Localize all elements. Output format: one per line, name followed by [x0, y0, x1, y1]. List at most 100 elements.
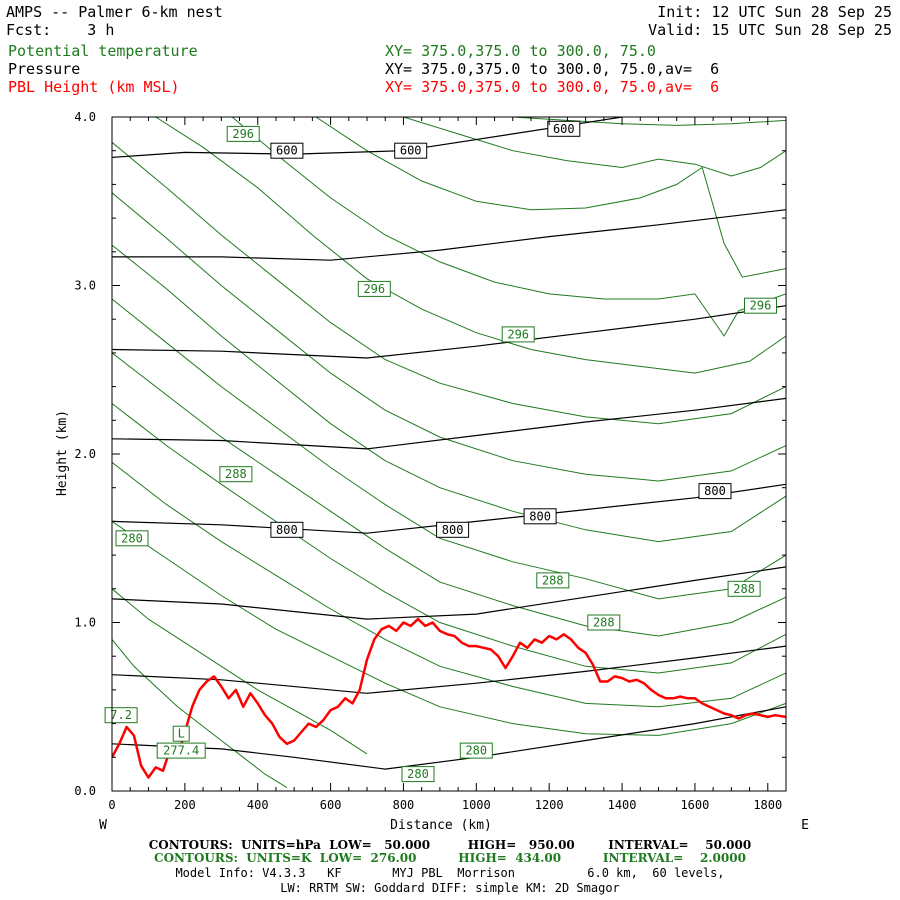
- pressure-label-6-text: 800: [704, 484, 726, 498]
- theta-contour-14: [512, 117, 786, 126]
- theta-label-6-box: [587, 614, 621, 631]
- x-tick-label-9: 1800: [753, 798, 782, 812]
- y-tick-label-1: 1.0: [74, 616, 96, 630]
- theta-label-5-text: 288: [542, 573, 564, 587]
- x-tick-label-1: 200: [174, 798, 196, 812]
- pressure-contour-6: [112, 645, 786, 694]
- theta-label-13: 277.4: [156, 742, 206, 759]
- theta-label-4: 288: [219, 466, 253, 483]
- theta-label-12-box: [172, 725, 190, 742]
- pressure-label-6: 800: [698, 483, 732, 500]
- header-valid: Valid: 15 UTC Sun 28 Sep 25: [648, 21, 892, 39]
- theta-contour-9: [112, 141, 786, 425]
- theta-contour-6: [112, 298, 786, 600]
- pressure-label-2-box: [547, 120, 581, 137]
- x-tick-label-0: 0: [108, 798, 115, 812]
- theta-label-7-box: [727, 580, 761, 597]
- theta-label-9-text: 280: [465, 744, 487, 758]
- pressure-label-0-box: [270, 142, 304, 159]
- x-tick-label-5: 1000: [462, 798, 491, 812]
- footer-theta-contours: CONTOURS: UNITS=K LOW= 276.00 HIGH= 434.…: [154, 851, 746, 865]
- x-tick-label-2: 400: [247, 798, 269, 812]
- header-init: Init: 12 UTC Sun 28 Sep 25: [657, 3, 892, 21]
- theta-label-10: 280: [401, 766, 435, 783]
- theta-label-10-text: 280: [407, 767, 429, 781]
- xy-theta: XY= 375.0,375.0 to 300.0, 75.0: [385, 42, 656, 60]
- pressure-label-3: 800: [270, 521, 304, 538]
- pressure-label-4-text: 800: [442, 523, 464, 537]
- contour-labels: 600 600 600 800 800 800 800 296 296 296 296 288 288 2…: [104, 120, 777, 783]
- x-tick-label-6: 1200: [535, 798, 564, 812]
- pressure-label-1-box: [394, 142, 428, 159]
- field-label-theta: Potential temperature: [8, 42, 198, 60]
- theta-label-1-text: 296: [363, 282, 385, 296]
- y-tick-label-2: 2.0: [74, 447, 96, 461]
- pressure-label-0-text: 600: [276, 144, 298, 158]
- theta-contour-3: [112, 462, 786, 708]
- theta-label-9: 280: [459, 742, 493, 759]
- theta-label-9-box: [459, 742, 493, 759]
- theta-contour-4: [112, 403, 786, 674]
- theta-label-8-text: 280: [121, 531, 143, 545]
- x-tick-label-4: 800: [393, 798, 415, 812]
- y-tick-label-3: 3.0: [74, 279, 96, 293]
- theta-contour-11: [231, 117, 786, 337]
- theta-label-2-text: 296: [507, 327, 529, 341]
- theta-label-6: 288: [587, 614, 621, 631]
- pressure-contour-5: [112, 566, 786, 620]
- pressure-label-5: 800: [523, 508, 557, 525]
- pressure-label-5-text: 800: [529, 509, 551, 523]
- footer-physics: LW: RRTM SW: Goddard DIFF: simple KM: 2D…: [280, 881, 620, 895]
- theta-label-2: 296: [501, 326, 535, 343]
- pressure-contour-2: [112, 305, 786, 359]
- theta-label-1: 296: [357, 280, 391, 297]
- theta-label-7-text: 288: [733, 582, 755, 596]
- theta-label-6-text: 288: [593, 616, 615, 630]
- y-tick-label-0: 0.0: [74, 784, 96, 798]
- pbl-height: [112, 617, 786, 779]
- pressure-contour-1: [112, 209, 786, 261]
- field-label-pbl: PBL Height (km MSL): [8, 78, 180, 96]
- theta-label-8-box: [115, 530, 149, 547]
- y-axis-label: Height (km): [55, 410, 70, 496]
- pressure-label-4-box: [436, 521, 470, 538]
- xy-pbl: XY= 375.0,375.0 to 300.0, 75.0,av= 6: [385, 78, 720, 96]
- theta-label-5: 288: [536, 572, 570, 589]
- pressure-label-6-box: [698, 483, 732, 500]
- theta-label-8: 280: [115, 530, 149, 547]
- theta-label-0-text: 296: [232, 127, 254, 141]
- east-label: E: [801, 818, 809, 833]
- theta-label-7: 288: [727, 580, 761, 597]
- pressure-contour-0: [112, 117, 627, 158]
- pressure-contours: [112, 117, 786, 770]
- theta-label-11-text: 7.2: [110, 708, 132, 722]
- pressure-label-3-text: 800: [276, 523, 298, 537]
- theta-label-4-box: [219, 466, 253, 483]
- theta-label-0-box: [226, 125, 260, 142]
- plot-frame: [111, 116, 787, 792]
- pressure-label-1: 600: [394, 142, 428, 159]
- theta-label-13-text: 277.4: [163, 744, 199, 758]
- footer-model-info: Model Info: V4.3.3 KF MYJ PBL Morrison 6…: [175, 866, 725, 880]
- theta-label-0: 296: [226, 125, 260, 142]
- pressure-contour-3: [112, 397, 786, 450]
- pressure-contour-7: [112, 706, 786, 770]
- pbl-height-line: [112, 617, 786, 779]
- x-tick-label-8: 1600: [680, 798, 709, 812]
- pressure-label-1-text: 600: [400, 144, 422, 158]
- theta-label-13-box: [156, 742, 206, 759]
- x-tick-label-3: 600: [320, 798, 342, 812]
- theta-contour-2: [112, 520, 786, 736]
- theta-label-11-box: [104, 707, 138, 724]
- theta-label-12-text: L: [178, 727, 185, 741]
- field-label-pressure: Pressure: [8, 60, 81, 78]
- theta-contour-1: [112, 588, 368, 755]
- pressure-label-2: 600: [547, 120, 581, 137]
- theta-label-10-box: [401, 766, 435, 783]
- theta-contours: [112, 117, 786, 789]
- theta-label-12: L: [172, 725, 190, 742]
- west-label: W: [99, 818, 107, 833]
- footer-pressure-contours: CONTOURS: UNITS=hPa LOW= 50.000 HIGH= 95…: [148, 838, 752, 852]
- theta-label-11: 7.2: [104, 707, 138, 724]
- pressure-label-0: 600: [270, 142, 304, 159]
